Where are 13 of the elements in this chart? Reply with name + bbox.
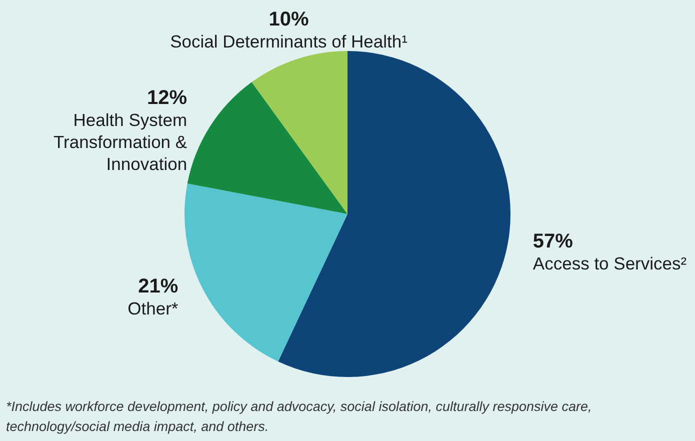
text: *Includes workforce development, policy and advocacy, social isolation, culturally responsive care, technology/social media impact, and others. [6,399,592,434]
slice-label: Other* [128,298,178,318]
pie-slice [187,82,348,214]
slice-label: Access to Services² [532,253,687,274]
data-label: 21% [138,275,178,298]
data-label: 57% [532,230,574,252]
slice-label: Health System Transformation & Innovation [54,110,188,174]
data-label: 12% [147,87,188,110]
pie-slice [278,51,510,377]
pie-slice [252,51,348,214]
data-label: 10% [268,8,310,30]
pie-slice [184,183,348,362]
slice-label: Social Determinants of Health¹ [170,31,408,52]
